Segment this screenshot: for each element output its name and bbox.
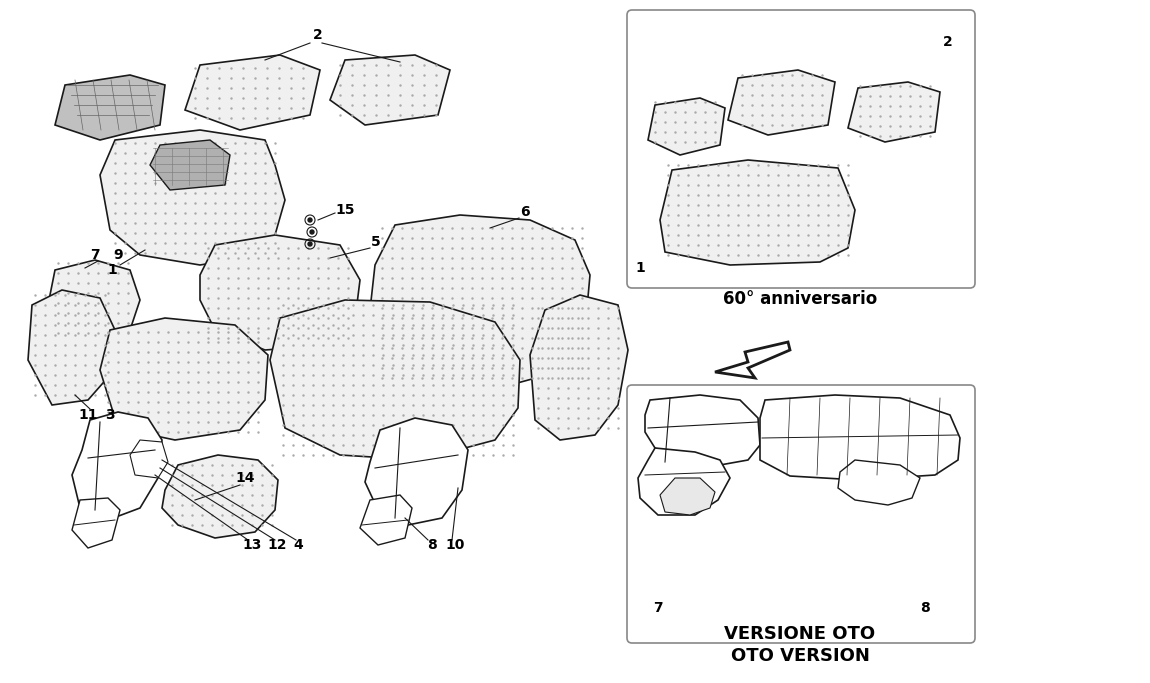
Polygon shape	[150, 140, 230, 190]
Polygon shape	[100, 318, 268, 440]
Circle shape	[308, 218, 312, 222]
Polygon shape	[660, 160, 854, 265]
Text: 7: 7	[653, 601, 662, 615]
Polygon shape	[28, 290, 115, 405]
Text: 4: 4	[293, 538, 302, 552]
Polygon shape	[715, 342, 790, 378]
Polygon shape	[48, 260, 140, 340]
Text: 1: 1	[107, 263, 117, 277]
Polygon shape	[848, 82, 940, 142]
Text: 2: 2	[313, 28, 323, 42]
Text: 9: 9	[113, 248, 123, 262]
Polygon shape	[72, 412, 162, 520]
Text: 8: 8	[427, 538, 437, 552]
Polygon shape	[185, 55, 320, 130]
Polygon shape	[162, 455, 278, 538]
Text: 5: 5	[371, 235, 381, 249]
Circle shape	[308, 242, 312, 246]
Polygon shape	[100, 130, 285, 265]
Polygon shape	[530, 295, 628, 440]
Text: 1: 1	[635, 261, 645, 275]
Text: 2: 2	[943, 35, 953, 49]
Text: 10: 10	[445, 538, 465, 552]
Text: 15: 15	[336, 203, 354, 217]
Polygon shape	[360, 495, 412, 545]
Text: OTO VERSION: OTO VERSION	[730, 647, 869, 665]
Polygon shape	[55, 75, 164, 140]
Text: 7: 7	[90, 248, 100, 262]
Polygon shape	[728, 70, 835, 135]
Polygon shape	[638, 448, 730, 515]
Circle shape	[310, 230, 314, 234]
Polygon shape	[760, 395, 960, 480]
Text: 6: 6	[520, 205, 530, 219]
Polygon shape	[365, 418, 468, 525]
Text: 11: 11	[78, 408, 98, 422]
Polygon shape	[72, 498, 120, 548]
Text: 8: 8	[920, 601, 930, 615]
Polygon shape	[270, 300, 520, 460]
FancyBboxPatch shape	[627, 10, 975, 288]
Text: 12: 12	[267, 538, 286, 552]
Polygon shape	[130, 440, 168, 478]
FancyBboxPatch shape	[627, 385, 975, 643]
Polygon shape	[330, 55, 450, 125]
Polygon shape	[645, 395, 760, 465]
Text: 60° anniversario: 60° anniversario	[723, 290, 877, 308]
Text: VERSIONE OTO: VERSIONE OTO	[724, 625, 875, 643]
Polygon shape	[370, 215, 590, 385]
Polygon shape	[200, 235, 360, 350]
Polygon shape	[647, 98, 724, 155]
Text: 14: 14	[236, 471, 255, 485]
Polygon shape	[838, 460, 920, 505]
Text: 13: 13	[243, 538, 262, 552]
Polygon shape	[660, 478, 715, 515]
Text: 3: 3	[105, 408, 115, 422]
